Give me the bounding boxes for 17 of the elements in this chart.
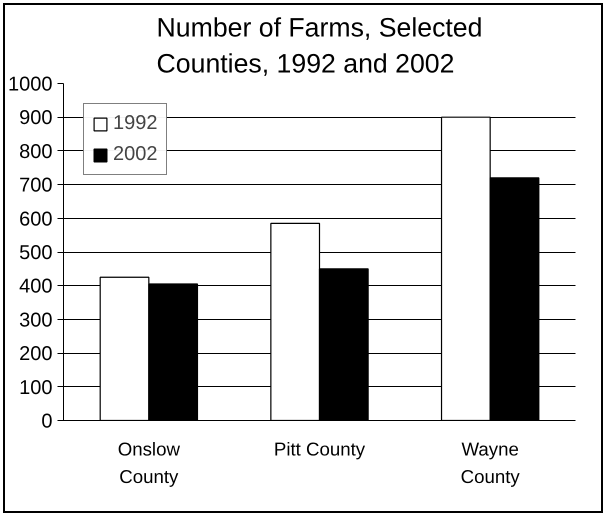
legend-label: 1992 bbox=[113, 112, 158, 135]
chart-title: Number of Farms, Selected Counties, 1992 and 2002 bbox=[156, 12, 482, 78]
y-tick-label: 200 bbox=[19, 343, 53, 366]
y-tick-label: 100 bbox=[19, 376, 53, 399]
y-tick-label: 900 bbox=[19, 107, 53, 130]
y-tick-label: 0 bbox=[41, 410, 52, 432]
y-tick-label: 300 bbox=[19, 309, 53, 332]
y-tick-label: 500 bbox=[19, 242, 53, 264]
y-tick-label: 1000 bbox=[8, 74, 53, 96]
y-tick-label: 700 bbox=[19, 174, 53, 197]
y-tick-label: 800 bbox=[19, 140, 53, 163]
y-tick-label: 600 bbox=[19, 208, 53, 230]
x-tick-label: Wayne County bbox=[460, 438, 520, 487]
x-tick-label: Pitt County bbox=[274, 438, 366, 460]
x-tick-label: Onslow County bbox=[118, 438, 180, 487]
legend-label: 2002 bbox=[113, 143, 158, 166]
y-tick-label: 400 bbox=[19, 276, 53, 298]
